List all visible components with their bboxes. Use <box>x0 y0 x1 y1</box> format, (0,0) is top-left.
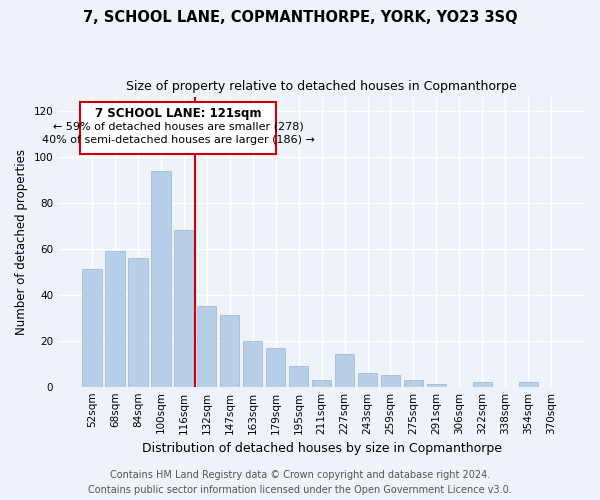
Bar <box>404 380 423 386</box>
X-axis label: Distribution of detached houses by size in Copmanthorpe: Distribution of detached houses by size … <box>142 442 502 455</box>
Bar <box>243 340 262 386</box>
Bar <box>105 251 125 386</box>
Bar <box>427 384 446 386</box>
Bar <box>220 316 239 386</box>
Title: Size of property relative to detached houses in Copmanthorpe: Size of property relative to detached ho… <box>126 80 517 93</box>
Y-axis label: Number of detached properties: Number of detached properties <box>15 149 28 335</box>
Bar <box>335 354 355 386</box>
Text: 7 SCHOOL LANE: 121sqm: 7 SCHOOL LANE: 121sqm <box>95 108 261 120</box>
Bar <box>197 306 217 386</box>
Text: Contains HM Land Registry data © Crown copyright and database right 2024.
Contai: Contains HM Land Registry data © Crown c… <box>88 470 512 495</box>
Bar <box>82 270 101 386</box>
Bar <box>151 170 170 386</box>
Bar <box>174 230 194 386</box>
Bar <box>381 375 400 386</box>
Text: ← 59% of detached houses are smaller (278): ← 59% of detached houses are smaller (27… <box>53 121 304 131</box>
FancyBboxPatch shape <box>80 102 275 154</box>
Bar <box>312 380 331 386</box>
Text: 7, SCHOOL LANE, COPMANTHORPE, YORK, YO23 3SQ: 7, SCHOOL LANE, COPMANTHORPE, YORK, YO23… <box>83 10 517 25</box>
Bar <box>473 382 492 386</box>
Bar <box>358 373 377 386</box>
Bar <box>289 366 308 386</box>
Bar <box>518 382 538 386</box>
Text: 40% of semi-detached houses are larger (186) →: 40% of semi-detached houses are larger (… <box>41 135 314 145</box>
Bar <box>266 348 286 387</box>
Bar <box>128 258 148 386</box>
